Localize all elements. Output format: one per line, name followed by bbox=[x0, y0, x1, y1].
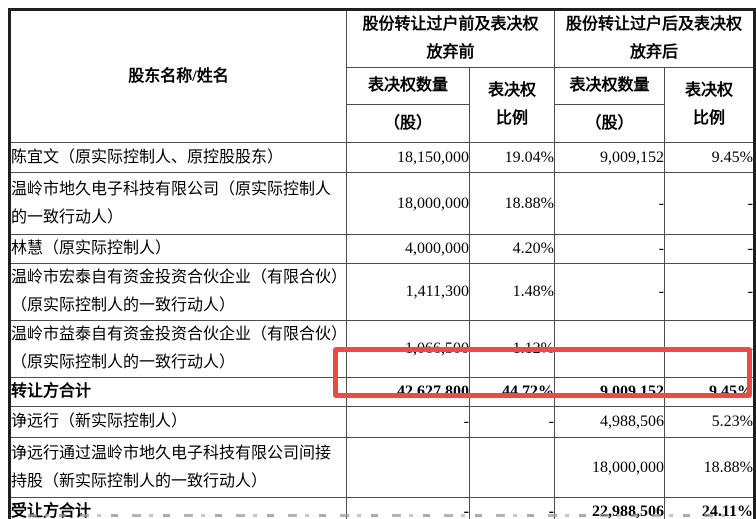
after-voting-qty-cell: - bbox=[554, 263, 665, 321]
shareholder-name-cell: 陈宜文（原实际控制人、原控股股东） bbox=[9, 142, 347, 173]
after-voting-pct-cell: - bbox=[664, 234, 755, 264]
after-voting-pct-cell: - bbox=[664, 320, 755, 378]
header-before-qty-line1: 表决权数量 bbox=[346, 67, 470, 105]
before-voting-pct-cell: 19.04% bbox=[469, 142, 555, 173]
before-voting-pct-cell: 1.48% bbox=[469, 263, 555, 321]
shareholder-name-cell: 温岭市宏泰自有资金投资合伙企业（有限合伙）（原实际控制人的一致行动人） bbox=[9, 263, 347, 321]
header-before-pct: 表决权 比例 bbox=[469, 67, 555, 143]
after-voting-qty-cell: - bbox=[554, 172, 665, 235]
after-voting-pct-cell: 5.23% bbox=[664, 406, 755, 438]
table-row: 林慧（原实际控制人） 4,000,000 4.20% - - bbox=[9, 234, 755, 264]
table-row: 受让方合计 - -22,988,506 24.11% bbox=[9, 497, 755, 519]
table-row: 陈宜文（原实际控制人、原控股股东） 18,150,000 19.04% 9,009,1… bbox=[9, 142, 755, 173]
header-before-pct-line1: 表决权 bbox=[487, 82, 536, 99]
header-after-qty-line1: 表决权数量 bbox=[554, 67, 665, 105]
shareholder-name-cell: 温岭市益泰自有资金投资合伙企业（有限合伙）（原实际控制人的一致行动人） bbox=[9, 320, 347, 378]
after-voting-qty-cell: 18,000,000 bbox=[554, 437, 665, 498]
header-shareholder-name: 股东名称/姓名 bbox=[9, 9, 347, 143]
after-voting-qty-cell: 4,988,506 bbox=[554, 406, 665, 438]
table-row: 诤远行（新实际控制人） - -4,988,506 5.23% bbox=[9, 406, 755, 438]
table-row: 温岭市地久电子科技有限公司（原实际控制人的一致行动人） 18,000,000 18.… bbox=[9, 172, 755, 235]
after-voting-pct-cell: 24.11% bbox=[664, 497, 755, 519]
before-voting-pct-cell: 1.12% bbox=[469, 320, 555, 378]
header-after-pct: 表决权 比例 bbox=[664, 67, 755, 143]
after-voting-qty-cell: 9,009,152 bbox=[554, 142, 665, 173]
after-voting-pct-cell: - bbox=[664, 172, 755, 235]
table-row: 温岭市宏泰自有资金投资合伙企业（有限合伙）（原实际控制人的一致行动人） 1,411… bbox=[9, 263, 755, 321]
header-group-before-label: 股份转让过户前及表决权放弃前 bbox=[362, 16, 539, 61]
table-row: 转让方合计 42,627,800 44.72% 9,009,152 9.45% bbox=[9, 377, 755, 407]
table-body: 陈宜文（原实际控制人、原控股股东） 18,150,000 19.04% 9,009,1… bbox=[9, 142, 755, 519]
before-voting-pct-cell: 44.72% bbox=[469, 377, 555, 407]
cutoff-text-strip bbox=[28, 514, 734, 517]
shareholder-name-cell: 转让方合计 bbox=[9, 377, 347, 407]
shareholder-name-cell: 温岭市地久电子科技有限公司（原实际控制人的一致行动人） bbox=[9, 172, 347, 235]
after-voting-pct-cell: - bbox=[664, 263, 755, 321]
before-voting-pct-cell: 18.88% bbox=[469, 172, 555, 235]
after-voting-qty-cell: - bbox=[554, 234, 665, 264]
header-group-before: 股份转让过户前及表决权放弃前 bbox=[346, 9, 555, 68]
header-after-qty-line2: （股） bbox=[554, 104, 665, 143]
before-voting-qty-cell: 1,066,500 bbox=[346, 320, 470, 378]
before-voting-qty-cell: 1,411,300 bbox=[346, 263, 470, 321]
after-voting-qty-cell: - bbox=[554, 320, 665, 378]
header-after-pct-line1: 表决权 bbox=[684, 82, 733, 99]
before-voting-pct-cell: - bbox=[469, 406, 555, 438]
table-row: 诤远行通过温岭市地久电子科技有限公司间接持股（新实际控制人的一致行动人） 18,0… bbox=[9, 437, 755, 498]
share-transfer-table: 股东名称/姓名 股份转让过户前及表决权放弃前 股份转让过户后及表决权放弃后 表决… bbox=[8, 8, 756, 519]
shareholder-name-cell: 诤远行（新实际控制人） bbox=[9, 406, 347, 438]
table-row: 温岭市益泰自有资金投资合伙企业（有限合伙）（原实际控制人的一致行动人） 1,066… bbox=[9, 320, 755, 378]
shareholder-name-cell: 林慧（原实际控制人） bbox=[9, 234, 347, 264]
header-group-after: 股份转让过户后及表决权放弃后 bbox=[554, 9, 755, 68]
after-voting-qty-cell: 22,988,506 bbox=[554, 497, 665, 519]
header-before-qty-line2: （股） bbox=[346, 104, 470, 143]
before-voting-qty-cell bbox=[346, 437, 470, 498]
shareholder-name-cell: 诤远行通过温岭市地久电子科技有限公司间接持股（新实际控制人的一致行动人） bbox=[9, 437, 347, 498]
before-voting-pct-cell: 4.20% bbox=[469, 234, 555, 264]
before-voting-qty-cell: 4,000,000 bbox=[346, 234, 470, 264]
before-voting-qty-cell: 42,627,800 bbox=[346, 377, 470, 407]
before-voting-qty-cell: 18,000,000 bbox=[346, 172, 470, 235]
before-voting-qty-cell: - bbox=[346, 406, 470, 438]
before-voting-pct-cell bbox=[469, 437, 555, 498]
header-group-after-label: 股份转让过户后及表决权放弃后 bbox=[565, 16, 742, 61]
header-before-pct-line2: 比例 bbox=[495, 110, 528, 127]
after-voting-qty-cell: 9,009,152 bbox=[554, 377, 665, 407]
after-voting-pct-cell: 9.45% bbox=[664, 142, 755, 173]
after-voting-pct-cell: 18.88% bbox=[664, 437, 755, 498]
table-header: 股东名称/姓名 股份转让过户前及表决权放弃前 股份转让过户后及表决权放弃后 表决… bbox=[9, 9, 755, 143]
before-voting-qty-cell: 18,150,000 bbox=[346, 142, 470, 173]
after-voting-pct-cell: 9.45% bbox=[664, 377, 755, 407]
header-after-pct-line2: 比例 bbox=[692, 110, 725, 127]
